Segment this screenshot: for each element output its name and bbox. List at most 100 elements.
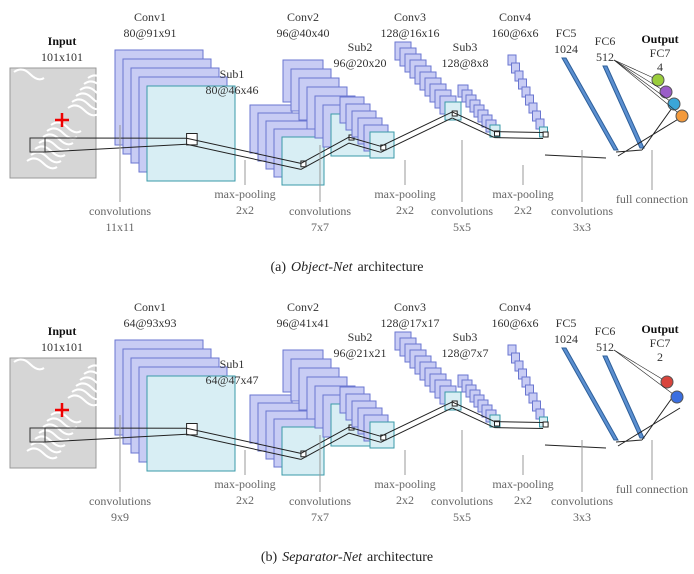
layer-name: FC6 [595, 324, 616, 338]
layer-size: 128@7x7 [441, 346, 488, 360]
layer-name: Sub1 [220, 357, 245, 371]
op-kernel: 7x7 [311, 510, 329, 524]
layer-size: 512 [596, 50, 614, 64]
output-units: 2 [657, 350, 663, 364]
input-title: Input [48, 34, 77, 48]
layer-size: 512 [596, 340, 614, 354]
caption: (b) Separator-Net architecture [261, 550, 433, 565]
op-name: full connection [616, 482, 688, 496]
layer-name: FC5 [556, 316, 577, 330]
caption-name: Separator-Net [282, 550, 363, 565]
connection [614, 60, 658, 80]
op-name: max-pooling [374, 477, 435, 491]
op-kernel: 2x2 [236, 493, 254, 507]
op-name: max-pooling [492, 187, 553, 201]
op-kernel: 11x11 [105, 220, 134, 234]
layer-size: 80@46x46 [205, 83, 258, 97]
layer-size: 96@41x41 [276, 316, 329, 330]
caption-suffix: architecture [357, 260, 423, 275]
output-unit [660, 86, 672, 98]
op-name: max-pooling [374, 187, 435, 201]
op-name: convolutions [431, 204, 493, 218]
op-kernel: 5x5 [453, 510, 471, 524]
output-layer: FC7 [650, 46, 671, 60]
output-units: 4 [657, 60, 663, 74]
connection [545, 108, 680, 158]
layer-size: 160@6x6 [491, 26, 538, 40]
layer-name: Sub1 [220, 67, 245, 81]
op-kernel: 5x5 [453, 220, 471, 234]
layer-size: 160@6x6 [491, 316, 538, 330]
connection [614, 60, 674, 104]
layer-size: 128@16x16 [380, 26, 439, 40]
layer-size: 80@91x91 [123, 26, 176, 40]
connection [614, 350, 677, 397]
op-name: convolutions [551, 494, 613, 508]
layer-name: FC5 [556, 26, 577, 40]
kernel [543, 422, 548, 427]
layer-name: Sub3 [453, 40, 478, 54]
output-unit [676, 110, 688, 122]
op-name: convolutions [89, 494, 151, 508]
layer-name: Sub2 [348, 40, 373, 54]
layer-size: 1024 [554, 332, 578, 346]
caption-suffix: architecture [367, 550, 433, 565]
layer-size: 128@17x17 [380, 316, 439, 330]
op-name: convolutions [89, 204, 151, 218]
layer-name: FC6 [595, 34, 616, 48]
output-unit [668, 98, 680, 110]
layer-size: 96@21x21 [333, 346, 386, 360]
layer-size: 96@40x40 [276, 26, 329, 40]
op-kernel: 3x3 [573, 220, 591, 234]
layer-name: Sub3 [453, 330, 478, 344]
output-layer: FC7 [650, 336, 671, 350]
op-kernel: 9x9 [111, 510, 129, 524]
op-kernel: 2x2 [396, 203, 414, 217]
op-name: max-pooling [492, 477, 553, 491]
op-kernel: 2x2 [514, 493, 532, 507]
kernel [543, 132, 548, 137]
layer-name: Conv3 [394, 300, 426, 314]
layer-name: Sub2 [348, 330, 373, 344]
connection [495, 132, 544, 139]
input-title: Input [48, 324, 77, 338]
connection [495, 422, 544, 429]
layer-size: 1024 [554, 42, 578, 56]
op-name: full connection [616, 192, 688, 206]
op-kernel: 3x3 [573, 510, 591, 524]
layer-size: 64@93x93 [123, 316, 176, 330]
input-size: 101x101 [41, 340, 83, 354]
op-kernel: 2x2 [396, 493, 414, 507]
caption: (a) Object-Netarchitecture [270, 260, 423, 275]
output-title: Output [641, 322, 678, 336]
op-name: convolutions [289, 494, 351, 508]
op-kernel: 2x2 [236, 203, 254, 217]
caption-name: Object-Net [291, 260, 354, 275]
connection [545, 398, 680, 448]
output-title: Output [641, 32, 678, 46]
layer-name: Conv2 [287, 300, 319, 314]
op-name: max-pooling [214, 477, 275, 491]
figure: Input 101x101 Conv1 80@91x91 Sub1 80@46x46 Con… [0, 0, 694, 574]
caption-label: (a) [270, 260, 286, 275]
layer-name: Conv4 [499, 300, 531, 314]
op-kernel: 2x2 [514, 203, 532, 217]
layer-name: Conv3 [394, 10, 426, 24]
input-size: 101x101 [41, 50, 83, 64]
op-kernel: 7x7 [311, 220, 329, 234]
panel: Input 101x101 Conv1 80@91x91 Sub1 80@46x46 Con… [10, 10, 688, 275]
layer-size: 96@20x20 [333, 56, 386, 70]
caption-label: (b) [261, 550, 278, 565]
op-name: max-pooling [214, 187, 275, 201]
op-name: convolutions [431, 494, 493, 508]
layer-size: 64@47x47 [205, 373, 258, 387]
op-name: convolutions [289, 204, 351, 218]
output-unit [671, 391, 683, 403]
layer-name: Conv1 [134, 300, 166, 314]
layer-size: 128@8x8 [441, 56, 488, 70]
layer-name: Conv2 [287, 10, 319, 24]
layer-name: Conv4 [499, 10, 531, 24]
panel: Input 101x101 Conv1 64@93x93 Sub1 64@47x47 Con… [10, 300, 688, 565]
layer-name: Conv1 [134, 10, 166, 24]
op-name: convolutions [551, 204, 613, 218]
